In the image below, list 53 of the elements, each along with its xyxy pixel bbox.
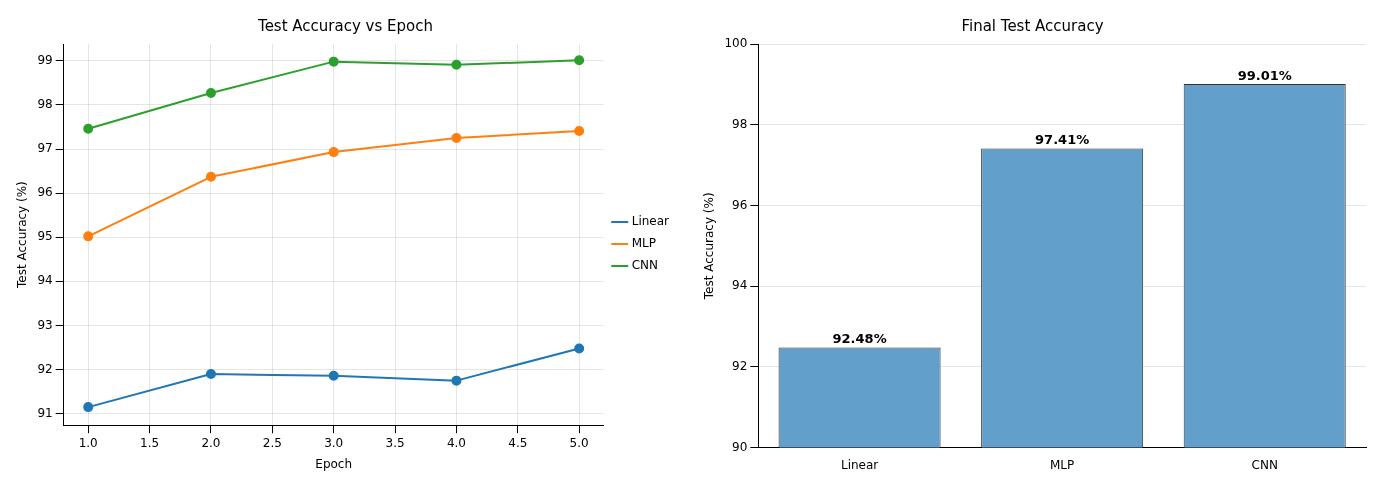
data-label: 97.41% bbox=[1035, 132, 1090, 148]
legend-label: Linear bbox=[631, 214, 670, 229]
point bbox=[83, 402, 94, 413]
y-tick-label: 99 bbox=[37, 52, 53, 67]
y-tick-label: 92 bbox=[732, 359, 748, 374]
y-tick-label: 97 bbox=[37, 141, 53, 156]
point bbox=[451, 132, 462, 143]
y-tick-label: 92 bbox=[37, 361, 53, 376]
point bbox=[451, 375, 462, 386]
chart-title: Final Test Accuracy bbox=[961, 16, 1104, 35]
x-tick-label: 2.0 bbox=[201, 435, 221, 450]
x-tick-label: 1.5 bbox=[140, 435, 160, 450]
point bbox=[205, 87, 216, 98]
x-tick-label: 3.0 bbox=[324, 435, 344, 450]
x-axis-title: Epoch bbox=[315, 456, 353, 471]
x-tick-label: 2.5 bbox=[262, 435, 282, 450]
point bbox=[574, 55, 585, 66]
y-axis-title: Test Accuracy (%) bbox=[15, 181, 30, 290]
point bbox=[328, 56, 339, 67]
y-tick-label: 93 bbox=[37, 317, 53, 332]
y-tick-label: 95 bbox=[37, 229, 53, 244]
data-label: 99.01% bbox=[1237, 67, 1292, 83]
y-axis-title: Test Accuracy (%) bbox=[702, 192, 717, 301]
point bbox=[451, 59, 462, 70]
legend-label: MLP bbox=[631, 236, 656, 251]
x-tick-label: 4.0 bbox=[446, 435, 466, 450]
y-tick-label: 96 bbox=[37, 185, 53, 200]
y-tick-label: 94 bbox=[732, 278, 748, 293]
y-tick-label: 100 bbox=[724, 36, 748, 51]
y-tick-label: 98 bbox=[732, 116, 748, 131]
data-label: 92.48% bbox=[832, 331, 887, 347]
x-tick-label: CNN bbox=[1251, 457, 1278, 472]
y-tick-label: 91 bbox=[37, 405, 53, 420]
point bbox=[83, 231, 94, 242]
x-tick-label: 4.5 bbox=[508, 435, 528, 450]
point bbox=[574, 343, 585, 354]
x-tick-label: MLP bbox=[1050, 457, 1075, 472]
point bbox=[83, 123, 94, 134]
point bbox=[328, 147, 339, 158]
chart-title: Test Accuracy vs Epoch bbox=[257, 16, 433, 35]
x-tick-label: Linear bbox=[840, 457, 879, 472]
y-tick-label: 98 bbox=[37, 97, 53, 112]
y-tick-label: 94 bbox=[37, 273, 53, 288]
point bbox=[574, 125, 585, 136]
y-tick-label: 96 bbox=[732, 197, 748, 212]
point bbox=[205, 369, 216, 380]
x-tick-label: 5.0 bbox=[569, 435, 589, 450]
y-tick-label: 90 bbox=[732, 439, 748, 454]
point bbox=[328, 370, 339, 381]
x-tick-label: 1.0 bbox=[78, 435, 98, 450]
legend-label: CNN bbox=[631, 258, 659, 273]
point bbox=[205, 171, 216, 182]
x-tick-label: 3.5 bbox=[385, 435, 405, 450]
